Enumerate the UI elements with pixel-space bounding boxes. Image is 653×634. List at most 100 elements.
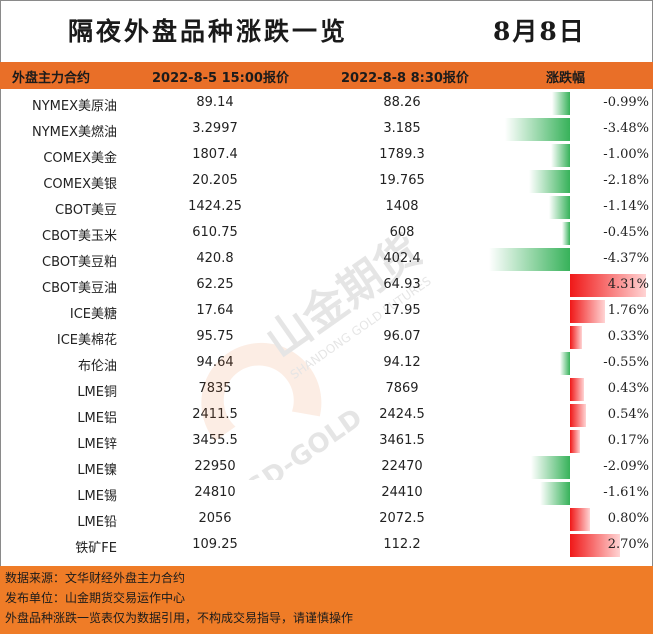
table-row: CBOT美豆粕 420.8 402.4 -4.37% — [0, 247, 653, 273]
prev-price: 94.64 — [196, 355, 234, 370]
change-percent: 0.54% — [607, 407, 649, 422]
prev-price: 17.64 — [196, 303, 234, 318]
change-bar — [488, 248, 570, 271]
curr-price: 24410 — [381, 485, 423, 500]
table-row: COMEX美金 1807.4 1789.3 -1.00% — [0, 143, 653, 169]
table-row: 布伦油 94.64 94.12 -0.55% — [0, 351, 653, 377]
contract-name: COMEX美金 — [43, 151, 117, 166]
title-row: 隔夜外盘品种涨跌一览 8月8日 — [0, 0, 653, 62]
table-row: CBOT美豆 1424.25 1408 -1.14% — [0, 195, 653, 221]
curr-price: 7869 — [385, 381, 419, 396]
contract-name: ICE美糖 — [69, 307, 117, 322]
footer-disclaimer: 外盘品种涨跌一览表仅为数据引用，不构成交易指导，请谨慎操作 — [5, 611, 354, 625]
table-header: 外盘主力合约 2022-8-5 15:00报价 2022-8-8 8:30报价 … — [0, 62, 653, 89]
change-percent: 0.80% — [607, 511, 649, 526]
curr-price: 2424.5 — [379, 407, 425, 422]
table-row: LME铝 2411.5 2424.5 0.54% — [0, 403, 653, 429]
contract-name: LME镍 — [77, 463, 117, 478]
contract-name: LME铝 — [77, 411, 117, 426]
change-bar — [570, 534, 621, 557]
curr-price: 112.2 — [383, 537, 421, 552]
change-percent: -2.09% — [603, 459, 649, 474]
change-percent: 4.31% — [607, 277, 649, 292]
footer-publisher: 发布单位：山金期货交易运作中心 — [5, 591, 186, 605]
table-row: COMEX美银 20.205 19.765 -2.18% — [0, 169, 653, 195]
curr-price: 3461.5 — [379, 433, 425, 448]
table-row: 铁矿FE 109.25 112.2 2.70% — [0, 533, 653, 559]
prev-price: 95.75 — [196, 329, 234, 344]
change-percent: -0.45% — [603, 225, 649, 240]
change-percent: -1.00% — [603, 147, 649, 162]
contract-name: COMEX美银 — [43, 177, 117, 192]
change-bar — [570, 300, 606, 323]
contract-name: LME铜 — [77, 385, 117, 400]
prev-price: 62.25 — [196, 277, 234, 292]
change-percent: -4.37% — [603, 251, 649, 266]
prev-price: 2056 — [198, 511, 232, 526]
change-bar — [570, 404, 586, 427]
prev-price: 420.8 — [196, 251, 234, 266]
prev-price: 7835 — [198, 381, 232, 396]
table-row: LME铅 2056 2072.5 0.80% — [0, 507, 653, 533]
contract-name: CBOT美玉米 — [42, 229, 117, 244]
contract-name: NYMEX美原油 — [31, 99, 117, 114]
table-row: LME锡 24810 24410 -1.61% — [0, 481, 653, 507]
change-percent: -0.99% — [603, 95, 649, 110]
table-row: LME镍 22950 22470 -2.09% — [0, 455, 653, 481]
table-row: LME铜 7835 7869 0.43% — [0, 377, 653, 403]
contract-name: LME铅 — [77, 515, 117, 530]
curr-price: 88.26 — [383, 95, 421, 110]
table-row: NYMEX美原油 89.14 88.26 -0.99% — [0, 91, 653, 117]
prev-price: 3455.5 — [192, 433, 238, 448]
change-bar — [551, 92, 570, 115]
curr-price: 1408 — [385, 199, 419, 214]
change-percent: -3.48% — [603, 121, 649, 136]
curr-price: 94.12 — [383, 355, 421, 370]
change-bar — [559, 352, 570, 375]
change-percent: 0.17% — [607, 433, 649, 448]
table-row: CBOT美豆油 62.25 64.93 4.31% — [0, 273, 653, 299]
change-bar — [570, 508, 590, 531]
change-percent: 2.70% — [607, 537, 649, 552]
prev-price: 1424.25 — [188, 199, 242, 214]
prev-price: 1807.4 — [192, 147, 238, 162]
page-title: 隔夜外盘品种涨跌一览 — [68, 17, 349, 46]
contract-name: CBOT美豆 — [55, 203, 117, 218]
curr-price: 3.185 — [383, 121, 421, 136]
change-percent: -1.61% — [603, 485, 649, 500]
prev-price: 24810 — [194, 485, 236, 500]
curr-price: 64.93 — [383, 277, 421, 292]
change-percent: 1.76% — [607, 303, 649, 318]
prev-price: 89.14 — [196, 95, 234, 110]
contract-name: CBOT美豆粕 — [42, 255, 117, 270]
contract-name: CBOT美豆油 — [42, 281, 117, 296]
table-row: NYMEX美燃油 3.2997 3.185 -3.48% — [0, 117, 653, 143]
change-bar — [561, 222, 570, 245]
report-date: 8月8日 — [493, 17, 586, 46]
change-bar — [529, 170, 570, 193]
change-bar — [570, 378, 584, 401]
curr-price: 96.07 — [383, 329, 421, 344]
curr-price: 402.4 — [383, 251, 421, 266]
change-percent: -2.18% — [603, 173, 649, 188]
contract-name: LME锡 — [77, 489, 117, 504]
table-row: ICE美糖 17.64 17.95 1.76% — [0, 299, 653, 325]
contract-name: 布伦油 — [77, 359, 117, 374]
change-bar — [570, 274, 646, 297]
curr-price: 19.765 — [379, 173, 425, 188]
change-bar — [551, 144, 570, 167]
contract-name: NYMEX美燃油 — [31, 125, 117, 140]
change-bar — [531, 456, 570, 479]
footer-source: 数据来源：文华财经外盘主力合约 — [5, 571, 186, 585]
prev-price: 2411.5 — [192, 407, 238, 422]
footer: 数据来源：文华财经外盘主力合约 发布单位：山金期货交易运作中心 外盘品种涨跌一览… — [0, 566, 653, 634]
contract-name: LME锌 — [77, 437, 117, 452]
prev-price: 610.75 — [192, 225, 238, 240]
header-change: 涨跌幅 — [546, 71, 586, 86]
change-bar — [548, 196, 570, 219]
curr-price: 608 — [389, 225, 415, 240]
prev-price: 20.205 — [192, 173, 238, 188]
prev-price: 22950 — [194, 459, 236, 474]
change-bar — [570, 430, 580, 453]
change-percent: -0.55% — [603, 355, 649, 370]
